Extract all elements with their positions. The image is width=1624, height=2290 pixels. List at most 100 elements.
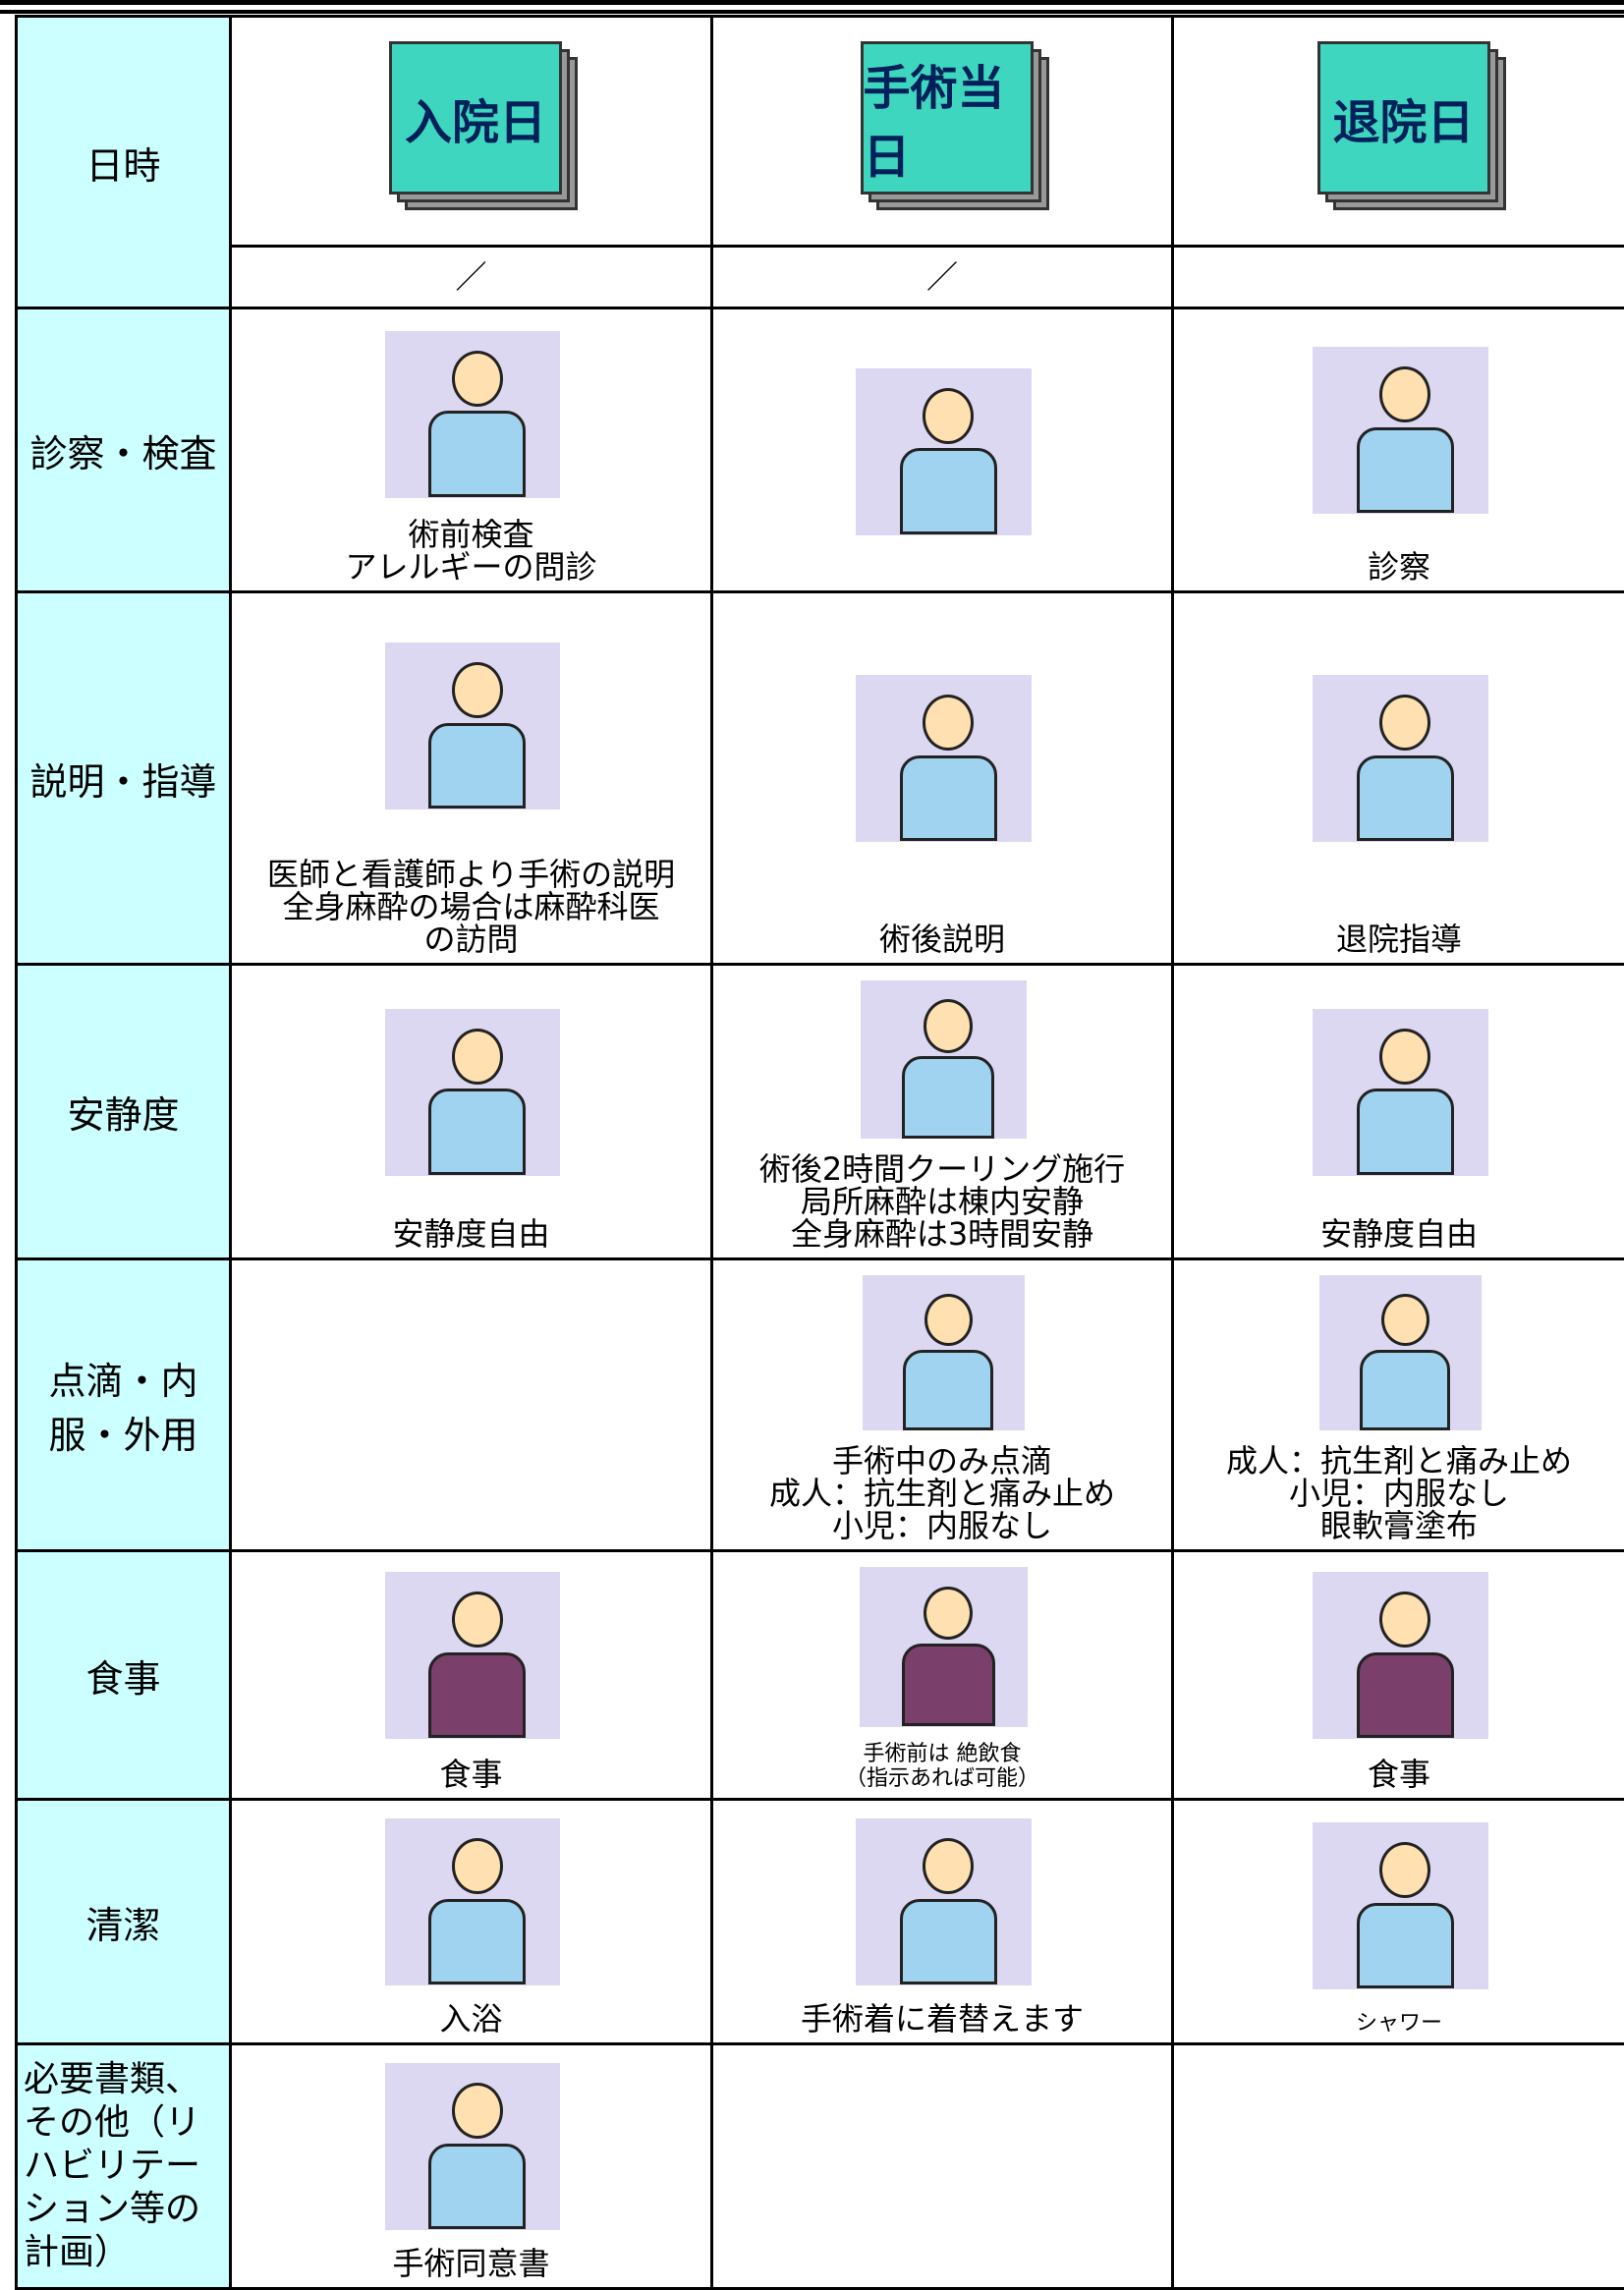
illustration [1313, 1822, 1488, 1989]
figure-head [451, 1028, 503, 1085]
cell-text: 安静度自由 [392, 1215, 550, 1253]
figure-head [1380, 1293, 1429, 1347]
cell-text: 術後説明 [878, 921, 1005, 958]
figure-head [1379, 1842, 1431, 1899]
figure-body [899, 754, 997, 842]
cell [710, 307, 1174, 593]
date-text: ／ [455, 258, 487, 296]
cell-text: 局所麻酔は棟内安静 [800, 1183, 1084, 1220]
cell-text: 術前検査 [408, 516, 534, 553]
figure-body [903, 1349, 994, 1430]
cell: 成人：抗生剤と痛み止め 小児：内服なし 眼軟膏塗布 [1171, 1257, 1624, 1552]
cell [1171, 2042, 1624, 2290]
cell: 入浴 [229, 1798, 713, 2045]
illustration [1313, 675, 1488, 842]
figure-body [428, 411, 527, 497]
figure-head [451, 2083, 503, 2140]
figure-body [1356, 1902, 1454, 1989]
cell-text: の訪問 [423, 921, 519, 958]
date-cell: ／ [710, 245, 1174, 309]
figure-head [923, 387, 975, 444]
figure-body [899, 1898, 997, 1985]
cell: 術後説明 [710, 590, 1174, 966]
illustration [384, 1818, 561, 1985]
figure-head [1379, 695, 1431, 752]
cell: 手術同意書 [229, 2042, 713, 2290]
cell: 安静度自由 [1171, 963, 1624, 1260]
row-label: 点滴・内服・外用 [15, 1257, 232, 1552]
illustration [862, 1275, 1026, 1430]
row-label: 必要書類、その他（リハビリテーション等の計画） [15, 2042, 232, 2290]
figure-body [428, 1089, 527, 1175]
cell: シャワー [1171, 1798, 1624, 2045]
cell: 診察 [1171, 307, 1624, 593]
figure-body [899, 448, 997, 534]
day-icon: 退院日 [1316, 41, 1490, 195]
illustration [384, 642, 561, 810]
day-icon: 入院日 [389, 41, 562, 195]
cell: 食事 [1171, 1549, 1624, 1801]
figure-head [923, 695, 975, 752]
cell-text: シャワー [1355, 2011, 1442, 2036]
figure-body [1356, 426, 1454, 514]
row-label: 清潔 [15, 1798, 232, 2045]
cell: 退院指導 [1171, 590, 1624, 966]
cell-text: 成人：抗生剤と痛み止め [1225, 1442, 1572, 1480]
cell: 医師と看護師より手術の説明 全身麻酔の場合は麻酔科医 の訪問 [229, 590, 713, 966]
cell: 手術中のみ点滴 成人：抗生剤と痛み止め 小児：内服なし [710, 1257, 1174, 1552]
cell-text: 小児：内服なし [1288, 1475, 1509, 1512]
cell-text: 安静度自由 [1319, 1215, 1478, 1253]
figure-head [1379, 366, 1431, 423]
cell-text: （指示あれば可能） [844, 1766, 1039, 1791]
illustration [856, 1818, 1032, 1985]
cell: 術後2時間クーリング施行 局所麻酔は棟内安静 全身麻酔は3時間安静 [710, 963, 1174, 1260]
illustration [384, 2063, 561, 2230]
cell-text: 手術同意書 [392, 2245, 550, 2282]
figure-body [1356, 1089, 1454, 1175]
figure-head [1379, 1028, 1431, 1085]
illustration [1313, 1572, 1488, 1739]
cell-text: 成人：抗生剤と痛み止め [768, 1475, 1115, 1512]
figure-body [1356, 754, 1454, 842]
day-cell: 退院日 [1171, 15, 1624, 248]
cell-text: 退院指導 [1335, 921, 1462, 958]
illustration [1313, 347, 1488, 514]
cell [710, 2042, 1174, 2290]
figure-body [901, 1644, 995, 1727]
illustration [1313, 1008, 1488, 1176]
row-label: 診察・検査 [15, 307, 232, 593]
cell: 手術着に着替えます [710, 1798, 1174, 2045]
figure-head [923, 1838, 975, 1895]
cell-text: 術後2時間クーリング施行 [758, 1150, 1126, 1188]
figure-body [428, 2143, 527, 2230]
illustration [859, 1567, 1029, 1727]
row-label: 日時 [15, 15, 232, 309]
illustration [384, 1008, 561, 1176]
cell: 術前検査 アレルギーの問診 [229, 307, 713, 593]
cell-text: 全身麻酔の場合は麻酔科医 [282, 888, 660, 925]
figure-body [902, 1056, 995, 1139]
figure-head [924, 1293, 973, 1347]
cell-text: 食事 [439, 1756, 503, 1793]
figure-head [451, 1592, 503, 1648]
illustration [1318, 1275, 1483, 1430]
cell-text: アレルギーの問診 [345, 548, 597, 586]
row-label: 食事 [15, 1549, 232, 1801]
date-text: ／ [925, 258, 958, 296]
figure-head [451, 662, 503, 719]
day-cell: 手術当日 [710, 15, 1174, 248]
figure-body [1356, 1651, 1454, 1739]
illustration [860, 980, 1028, 1139]
figure-head [923, 1586, 974, 1641]
figure-body [428, 1898, 527, 1985]
illustration [856, 367, 1032, 535]
cell [229, 1257, 713, 1552]
illustration [856, 675, 1032, 842]
figure-head [924, 999, 974, 1053]
date-cell: ／ [229, 245, 713, 309]
figure-body [1360, 1349, 1451, 1430]
cell-text: 全身麻酔は3時間安静 [790, 1215, 1094, 1253]
cell-text: 手術着に着替えます [800, 2000, 1084, 2038]
cell-text: 食事 [1367, 1756, 1430, 1793]
